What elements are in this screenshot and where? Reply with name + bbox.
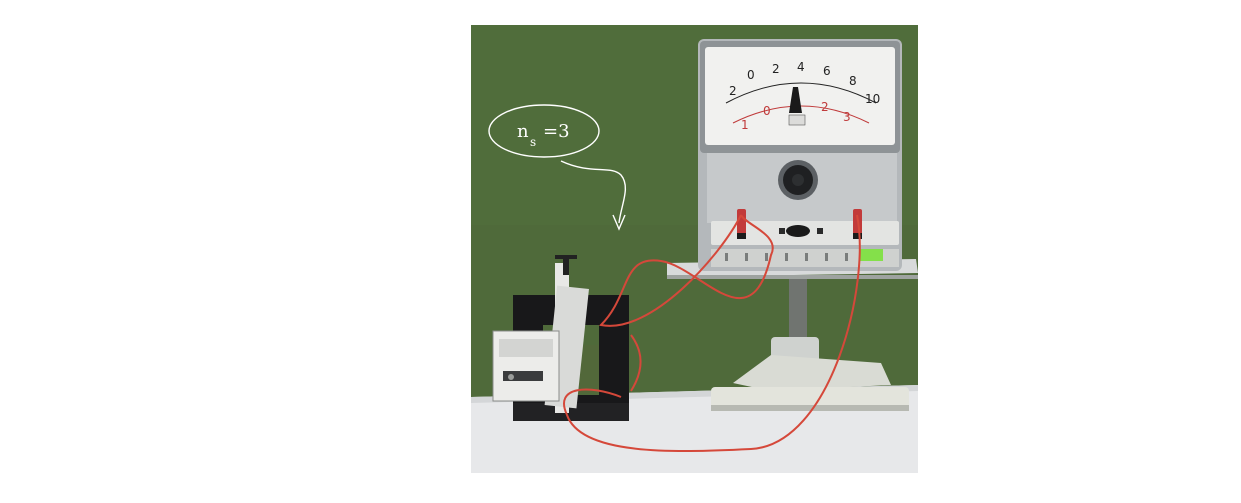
lower-scale-label: 0 [763, 104, 771, 118]
annotation-base: n [517, 121, 529, 142]
wire-3 [630, 334, 642, 392]
annotation-relation: =3 [543, 121, 570, 142]
wire-1 [598, 214, 774, 327]
annotation-ellipse [488, 104, 600, 158]
turns-annotation: n s =3 [488, 104, 626, 231]
voltmeter: 2 0 2 4 6 8 10 1 0 1 2 3 [698, 39, 902, 271]
upper-scale-label: 6 [823, 64, 831, 78]
terminal-left [737, 209, 746, 235]
range-knob [778, 160, 818, 200]
upper-scale-label: 4 [797, 60, 805, 74]
upper-scale-label: 2 [729, 84, 737, 98]
upper-scale-label: 10 [865, 92, 880, 106]
wire-2 [563, 214, 861, 453]
experiment-photo: 2 0 2 4 6 8 10 1 0 1 2 3 [471, 25, 918, 473]
annotation-arrow [560, 160, 626, 224]
lower-scale-label: 2 [821, 100, 829, 114]
upper-scale-label: 0 [747, 68, 755, 82]
meter-dial [705, 47, 895, 145]
stand-post [789, 279, 807, 349]
upper-scale-label: 2 [772, 62, 780, 76]
upper-scale-label: 8 [849, 74, 857, 88]
coil-holder [492, 255, 589, 413]
lower-scale-label: 3 [843, 110, 851, 124]
lower-scale-label: 1 [741, 118, 749, 132]
green-label [859, 249, 883, 261]
meter-needle [789, 87, 802, 113]
annotation-subscript: s [530, 135, 536, 149]
